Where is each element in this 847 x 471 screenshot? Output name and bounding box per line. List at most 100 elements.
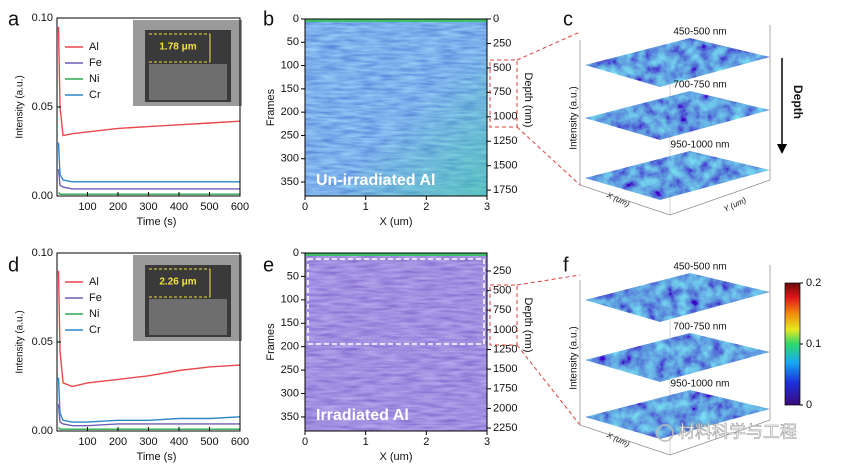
colorbar-tick-label: 0: [806, 399, 812, 411]
y-tick-label: 0: [293, 13, 299, 25]
y-tick-label: 0.10: [32, 247, 53, 259]
colorbar-tick-label: 0.1: [806, 338, 821, 350]
y-tick-label: 250: [281, 129, 299, 141]
y-axis-label: Frames: [265, 88, 277, 126]
y2-tick-label: 250: [493, 37, 511, 49]
series-line: [57, 404, 240, 427]
selection-box: [307, 258, 485, 345]
series-line: [57, 26, 241, 137]
x-axis-label: Time (s): [137, 216, 177, 228]
surface-layer: [585, 91, 770, 140]
series-line: [57, 169, 240, 190]
x-axis-label: X (um): [604, 190, 631, 209]
panel-letter: f: [563, 254, 569, 276]
connector: [516, 126, 581, 186]
panel-letter: e: [263, 254, 274, 276]
inset-floor: [149, 299, 227, 335]
connector: [516, 31, 581, 61]
x-tick-label: 2: [423, 201, 429, 213]
series-line: [57, 426, 240, 430]
y2-tick-label: 250: [493, 265, 511, 277]
x-tick-label: 1: [363, 436, 369, 448]
y2-tick-label: 1750: [493, 184, 517, 196]
y2-tick-label: 2000: [493, 402, 517, 414]
colorbar-tick-label: 0.2: [806, 277, 821, 289]
x-tick-label: 200: [109, 436, 127, 448]
connector: [516, 274, 581, 286]
y2-tick-label: 0: [493, 13, 499, 25]
legend-label: Al: [89, 41, 99, 53]
panel-letter: a: [8, 8, 20, 30]
x-tick-label: 0: [302, 436, 308, 448]
y-tick-label: 100: [281, 294, 299, 306]
y2-tick-label: 1000: [493, 111, 517, 123]
y2-tick-label: 1000: [493, 324, 517, 336]
y2-tick-label: 500: [493, 285, 511, 297]
y-tick-label: 250: [281, 364, 299, 376]
x-tick-label: 400: [170, 201, 188, 213]
surface-strip: [305, 253, 487, 256]
watermark-icon: [656, 424, 674, 442]
y-tick-label: 0.00: [32, 425, 53, 437]
y-tick-label: 350: [281, 411, 299, 423]
y-tick-label: 300: [281, 387, 299, 399]
y-axis-label: Frames: [265, 323, 277, 361]
legend-label: Ni: [89, 308, 99, 320]
y-tick-label: 0: [293, 247, 299, 259]
legend-label: Cr: [89, 89, 101, 101]
x-tick-label: 2: [423, 436, 429, 448]
x-tick-label: 600: [231, 201, 249, 213]
legend-label: Ni: [89, 73, 99, 85]
layer-label: 700-750 nm: [673, 322, 726, 333]
y2-axis-label: Depth (nm): [522, 72, 534, 127]
x-axis-label: Time (s): [137, 451, 177, 463]
heatmap-annotation: Un-irradiated Al: [316, 172, 435, 189]
x-axis-label: X (um): [604, 430, 631, 449]
y2-tick-label: 1500: [493, 363, 517, 375]
layer-label: 950-1000 nm: [671, 140, 730, 151]
heatmap-image: [305, 253, 487, 431]
connector: [516, 344, 581, 426]
y-tick-label: 150: [281, 317, 299, 329]
x-tick-label: 600: [231, 436, 249, 448]
y2-tick-label: 2250: [493, 422, 517, 434]
y2-tick-label: 1250: [493, 343, 517, 355]
x-axis-label: X (um): [380, 451, 413, 463]
y2-tick-label: 500: [493, 62, 511, 74]
inset-label: 2.26 μm: [159, 277, 196, 288]
heatmap-tint: [305, 19, 487, 196]
series-line: [57, 191, 240, 195]
series-line: [57, 377, 241, 423]
x-tick-label: 0: [302, 201, 308, 213]
inset-label: 1.78 μm: [159, 42, 196, 53]
surface-layer: [585, 273, 770, 322]
legend-label: Fe: [89, 57, 102, 69]
x-tick-label: 300: [139, 201, 157, 213]
x-tick-label: 400: [170, 436, 188, 448]
y-tick-label: 100: [281, 59, 299, 71]
panel-letter: b: [263, 8, 274, 30]
x-axis-label: X (um): [380, 216, 413, 228]
inset-floor: [149, 64, 227, 100]
layer-label: 700-750 nm: [673, 80, 726, 91]
layer-label: 950-1000 nm: [671, 379, 730, 390]
y2-tick-label: 750: [493, 86, 511, 98]
plot-frame: [304, 18, 488, 197]
x-tick-label: 3: [484, 436, 490, 448]
y-tick-label: 0.00: [32, 190, 53, 202]
y-tick-label: 300: [281, 153, 299, 165]
legend-label: Cr: [89, 324, 101, 336]
plot-frame: [304, 252, 488, 432]
y-tick-label: 0.05: [32, 101, 53, 113]
surface-layer: [585, 38, 770, 87]
x-tick-label: 100: [78, 201, 96, 213]
legend-label: Fe: [89, 292, 102, 304]
y2-tick-label: 1250: [493, 135, 517, 147]
y-tick-label: 50: [287, 36, 299, 48]
surface-layer: [585, 151, 770, 200]
zoom-box: [489, 284, 518, 346]
y-tick-label: 50: [287, 270, 299, 282]
depth-arrowhead: [777, 144, 787, 154]
y-tick-label: 0.10: [32, 12, 53, 24]
